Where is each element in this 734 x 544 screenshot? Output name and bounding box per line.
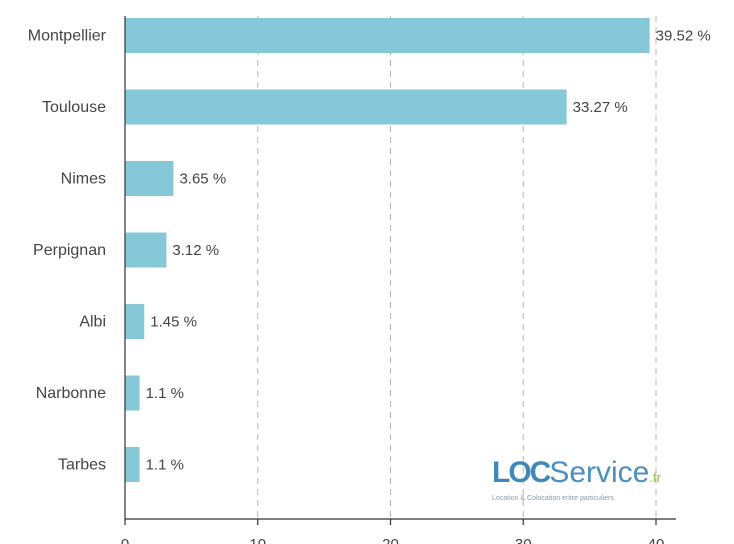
category-label-perpignan: Perpignan (33, 242, 106, 259)
x-tick-label-40: 40 (648, 536, 665, 544)
value-label-montpellier: 39.52 % (656, 28, 711, 45)
logo-tagline: Location & Colocation entre particuliers (492, 495, 614, 502)
category-label-toulouse: Toulouse (42, 99, 106, 116)
axes: 0 10 20 30 40 (121, 16, 676, 544)
value-label-toulouse: 33.27 % (573, 99, 628, 116)
category-label-tarbes: Tarbes (58, 457, 106, 474)
logo-loc-text: LOC (492, 456, 551, 489)
bar-tarbes (125, 447, 140, 482)
x-tick-label-30: 30 (515, 536, 532, 544)
category-label-nimes: Nimes (61, 171, 106, 188)
labels: Montpellier 39.52 % Toulouse 33.27 % Nimes 3.… (28, 28, 711, 474)
category-label-montpellier: Montpellier (28, 28, 107, 45)
value-label-perpignan: 3.12 % (172, 242, 219, 259)
x-tick-label-20: 20 (382, 536, 399, 544)
value-label-nimes: 3.65 % (179, 171, 226, 188)
gridlines (257, 16, 657, 519)
bar-toulouse (125, 89, 567, 125)
logo-service-text: Service (549, 456, 650, 489)
bars (125, 18, 650, 482)
category-label-albi: Albi (79, 314, 106, 331)
x-tick-label-0: 0 (121, 536, 129, 544)
locservice-logo: LOCService.fr Location & Colocation entr… (492, 458, 662, 508)
value-label-tarbes: 1.1 % (146, 457, 184, 474)
bar-albi (125, 304, 145, 339)
value-label-albi: 1.45 % (150, 314, 197, 331)
bar-montpellier (125, 18, 650, 53)
bar-perpignan (125, 232, 167, 268)
bar-narbonne (125, 375, 140, 411)
logo-fr-text: .fr (649, 470, 661, 485)
bar-nimes (125, 161, 174, 196)
value-label-narbonne: 1.1 % (146, 385, 184, 402)
x-tick-label-10: 10 (249, 536, 266, 544)
category-label-narbonne: Narbonne (36, 385, 106, 402)
